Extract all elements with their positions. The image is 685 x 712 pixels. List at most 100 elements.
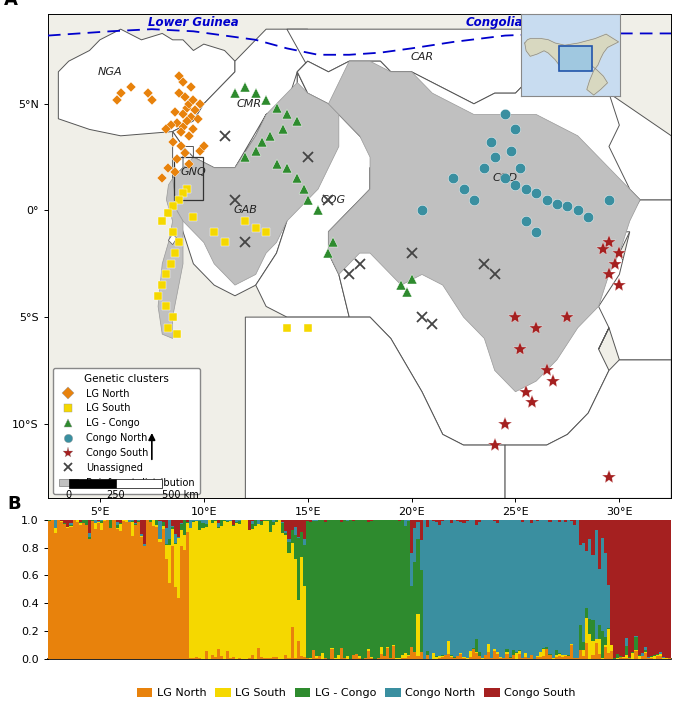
Text: CAR: CAR <box>410 52 434 62</box>
Bar <box>628 520 632 657</box>
Bar <box>601 632 603 659</box>
Bar <box>137 522 140 659</box>
Bar <box>309 522 312 658</box>
Bar <box>407 655 410 656</box>
Bar <box>634 651 638 659</box>
Bar <box>425 528 429 651</box>
Bar <box>260 521 263 525</box>
Polygon shape <box>48 14 671 498</box>
Bar <box>512 650 514 655</box>
Bar <box>131 521 134 536</box>
Text: Lower Guinea: Lower Guinea <box>148 16 238 29</box>
Bar <box>607 585 610 628</box>
Bar <box>644 653 647 659</box>
Bar <box>416 614 419 656</box>
Bar <box>466 520 469 658</box>
Bar <box>164 528 168 544</box>
Bar <box>290 543 294 627</box>
Bar <box>284 520 288 531</box>
Bar <box>192 522 195 659</box>
Bar <box>591 520 595 555</box>
Bar <box>88 537 91 539</box>
Bar <box>597 520 601 570</box>
Bar <box>251 520 253 524</box>
Bar <box>601 538 603 632</box>
Bar <box>272 522 275 525</box>
Bar <box>383 520 386 656</box>
Bar <box>361 520 364 659</box>
Bar <box>419 652 423 659</box>
Bar <box>284 531 288 533</box>
Bar <box>66 520 69 527</box>
Bar <box>238 524 241 658</box>
Bar <box>162 520 164 522</box>
Bar <box>413 520 416 528</box>
Bar <box>478 520 481 522</box>
Bar <box>613 520 616 659</box>
Bar <box>48 521 51 659</box>
Bar <box>478 522 481 652</box>
Bar <box>410 553 413 586</box>
Bar <box>435 522 438 656</box>
Bar <box>63 520 66 523</box>
Bar <box>54 533 57 659</box>
Bar <box>404 653 407 658</box>
Bar <box>186 523 189 532</box>
Bar <box>432 521 435 654</box>
Bar <box>195 520 199 521</box>
Bar <box>582 642 585 650</box>
Bar <box>447 520 450 641</box>
Bar <box>171 529 174 546</box>
Bar <box>235 523 238 659</box>
Bar <box>278 520 282 659</box>
Bar <box>603 647 607 659</box>
Bar <box>545 649 549 659</box>
Bar <box>530 523 533 656</box>
Bar <box>472 520 475 648</box>
Bar <box>622 520 625 656</box>
Bar <box>110 520 112 528</box>
Bar <box>460 653 462 654</box>
Bar <box>650 657 653 658</box>
Bar <box>398 521 401 659</box>
Bar <box>416 539 419 614</box>
Bar <box>490 520 493 659</box>
Bar <box>211 523 214 655</box>
Bar <box>377 520 379 658</box>
Bar <box>346 656 349 659</box>
Bar <box>545 647 549 649</box>
Bar <box>460 520 462 523</box>
Bar <box>134 523 137 524</box>
Bar <box>591 654 595 659</box>
Bar <box>119 531 122 659</box>
Bar <box>383 656 386 659</box>
Bar <box>413 528 416 562</box>
Bar <box>288 520 290 540</box>
Bar <box>158 539 162 542</box>
Bar <box>595 639 597 644</box>
Bar <box>555 656 558 657</box>
Bar <box>75 522 79 659</box>
Bar <box>171 546 174 659</box>
Bar <box>324 520 327 522</box>
Bar <box>659 652 662 654</box>
Bar <box>294 520 297 527</box>
Polygon shape <box>58 29 235 136</box>
Bar <box>644 647 647 651</box>
Bar <box>275 520 278 522</box>
Bar <box>619 656 622 657</box>
Bar <box>460 523 462 653</box>
Polygon shape <box>245 317 505 498</box>
Bar <box>232 525 235 526</box>
Bar <box>638 656 640 659</box>
Bar <box>346 520 349 656</box>
Bar <box>610 520 613 644</box>
Bar <box>282 522 284 523</box>
Bar <box>112 520 116 659</box>
Bar <box>410 520 413 553</box>
Bar <box>429 520 432 659</box>
Bar <box>140 538 143 659</box>
Bar <box>558 654 561 656</box>
Bar <box>508 520 512 657</box>
Bar <box>561 655 564 656</box>
